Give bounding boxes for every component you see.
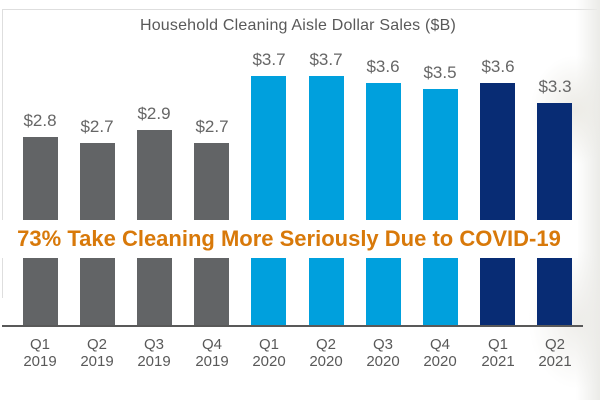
x-tick-q4-2019: Q4 2019 [183, 336, 241, 370]
x-tick-quarter: Q4 [201, 336, 222, 353]
bar-value-label: $3.3 [538, 77, 572, 96]
frame-border-left [2, 9, 3, 298]
bar-q2-2020 [309, 76, 344, 325]
x-tick-quarter: Q2 [544, 336, 565, 353]
bar-q1-2021 [480, 83, 515, 325]
x-tick-q1-2019: Q1 2019 [11, 336, 69, 370]
x-tick-quarter: Q3 [143, 336, 164, 353]
x-tick-q1-2021: Q1 2021 [469, 336, 527, 370]
x-tick-q4-2020: Q4 2020 [411, 336, 469, 370]
bar-q4-2020 [423, 89, 458, 325]
x-axis-line [2, 325, 583, 327]
x-tick-year: 2019 [23, 353, 57, 370]
frame-border-top [3, 9, 597, 10]
x-tick-q1-2020: Q1 2020 [240, 336, 298, 370]
x-tick-quarter: Q3 [372, 336, 393, 353]
bar-q3-2020 [366, 83, 401, 325]
bar-q1-2020 [251, 76, 286, 325]
bar-value-label: $3.6 [366, 57, 400, 76]
bar-value-label: $3.6 [481, 57, 515, 76]
covid-callout-band: 73% Take Cleaning More Seriously Due to … [0, 220, 578, 258]
bar-value-label: $3.5 [423, 63, 457, 82]
bar-value-label: $2.9 [137, 104, 171, 123]
x-tick-year: 2021 [481, 353, 515, 370]
bar-value-label: $2.7 [80, 117, 114, 136]
x-tick-q3-2019: Q3 2019 [125, 336, 183, 370]
x-tick-q2-2021: Q2 2021 [526, 336, 584, 370]
x-tick-q2-2019: Q2 2019 [68, 336, 126, 370]
x-tick-quarter: Q2 [315, 336, 336, 353]
x-tick-q3-2020: Q3 2020 [354, 336, 412, 370]
x-tick-year: 2020 [309, 353, 343, 370]
bar-value-label: $2.8 [23, 111, 57, 130]
x-tick-year: 2020 [423, 353, 457, 370]
x-tick-year: 2019 [80, 353, 114, 370]
x-tick-year: 2021 [538, 353, 572, 370]
x-tick-year: 2019 [137, 353, 171, 370]
x-tick-quarter: Q4 [429, 336, 450, 353]
bar-value-label: $3.7 [252, 50, 286, 69]
bar-value-label: $3.7 [309, 50, 343, 69]
x-tick-year: 2019 [195, 353, 229, 370]
x-tick-quarter: Q1 [487, 336, 508, 353]
bar-q2-2021 [537, 103, 572, 325]
x-tick-quarter: Q2 [86, 336, 107, 353]
chart-title: Household Cleaning Aisle Dollar Sales ($… [139, 17, 457, 34]
bar-value-label: $2.7 [195, 117, 229, 136]
x-tick-quarter: Q1 [258, 336, 279, 353]
covid-callout-text: 73% Take Cleaning More Seriously Due to … [17, 226, 561, 251]
x-tick-q2-2020: Q2 2020 [297, 336, 355, 370]
x-tick-year: 2020 [252, 353, 286, 370]
x-tick-quarter: Q1 [29, 336, 50, 353]
x-tick-year: 2020 [366, 353, 400, 370]
